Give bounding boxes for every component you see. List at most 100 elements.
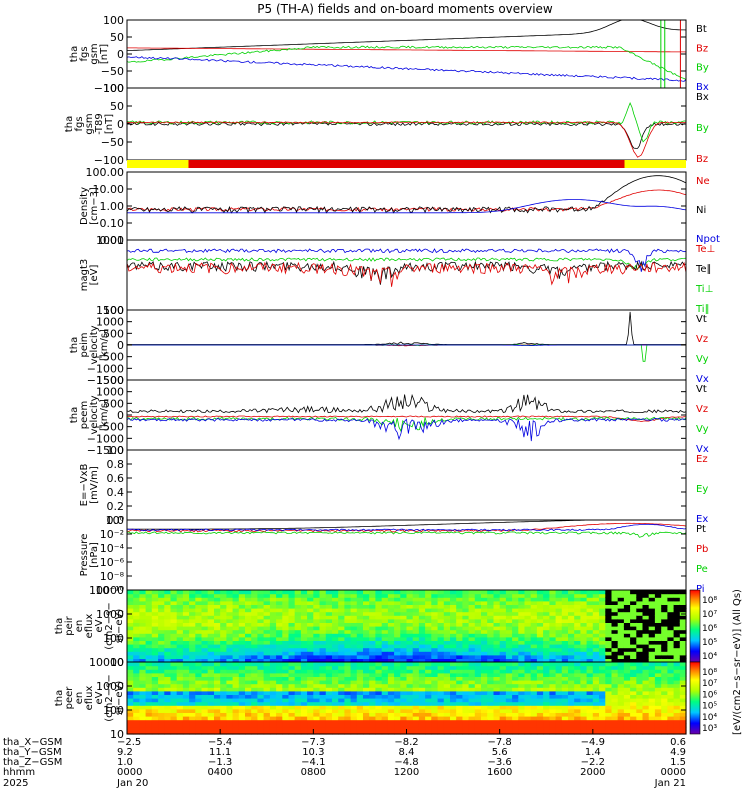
heatmap-cell bbox=[300, 662, 308, 667]
heatmap-cell bbox=[536, 644, 544, 649]
heatmap-cell bbox=[325, 712, 333, 717]
heatmap-cell bbox=[536, 708, 544, 713]
heatmap-cell bbox=[220, 672, 227, 677]
heatmap-cell bbox=[189, 618, 196, 623]
heatmap-cell bbox=[617, 608, 625, 613]
heatmap-cell bbox=[145, 636, 153, 641]
heatmap-cell bbox=[182, 644, 190, 649]
heatmap-cell bbox=[282, 644, 290, 649]
heatmap-cell bbox=[505, 708, 513, 713]
heatmap-cell bbox=[288, 633, 296, 638]
heatmap-cell bbox=[499, 669, 507, 674]
heatmap-cell bbox=[238, 604, 246, 609]
heatmap-cell bbox=[605, 726, 613, 731]
heatmap-cell bbox=[356, 680, 364, 685]
heatmap-cell bbox=[536, 698, 544, 703]
heatmap-cell bbox=[437, 698, 445, 703]
heatmap-cell bbox=[481, 636, 488, 641]
heatmap-cell bbox=[151, 597, 159, 602]
heatmap-cell bbox=[319, 590, 327, 595]
heatmap-cell bbox=[251, 654, 258, 659]
heatmap-cell bbox=[580, 698, 588, 703]
heatmap-cell bbox=[673, 680, 681, 685]
heatmap-cell bbox=[673, 701, 681, 706]
heatmap-cell bbox=[294, 658, 302, 663]
heatmap-cell bbox=[623, 647, 631, 652]
heatmap-cell bbox=[369, 590, 376, 595]
heatmap-cell bbox=[599, 644, 606, 649]
heatmap-cell bbox=[294, 644, 302, 649]
heatmap-cell bbox=[394, 622, 401, 627]
x-tick-label: 1200 bbox=[394, 767, 419, 778]
x-tick-label: −7.3 bbox=[301, 737, 325, 748]
heatmap-cell bbox=[139, 654, 147, 659]
heatmap-cell bbox=[499, 618, 507, 623]
heatmap-cell bbox=[313, 676, 321, 681]
heatmap-cell bbox=[238, 698, 246, 703]
heatmap-cell bbox=[226, 640, 234, 645]
heatmap-cell bbox=[220, 716, 227, 721]
heatmap-cell bbox=[294, 701, 302, 706]
heatmap-cell bbox=[661, 600, 668, 605]
heatmap-cell bbox=[344, 701, 352, 706]
heatmap-cell bbox=[499, 694, 507, 699]
heatmap-cell bbox=[276, 604, 283, 609]
heatmap-cell bbox=[667, 687, 675, 692]
heatmap-cell bbox=[338, 690, 345, 695]
heatmap-cell bbox=[387, 672, 395, 677]
y-axis-label-line: [km/s] bbox=[99, 329, 110, 361]
heatmap-cell bbox=[412, 629, 420, 634]
heatmap-cell bbox=[387, 726, 395, 731]
heatmap-cell bbox=[599, 719, 606, 724]
heatmap-cell bbox=[294, 665, 302, 670]
heatmap-cell bbox=[667, 604, 675, 609]
heatmap-cell bbox=[661, 644, 668, 649]
heatmap-cell bbox=[555, 611, 563, 616]
heatmap-cell bbox=[568, 690, 575, 695]
heatmap-cell bbox=[313, 694, 321, 699]
heatmap-cell bbox=[654, 683, 662, 688]
heatmap-cell bbox=[387, 604, 395, 609]
heatmap-cell bbox=[214, 615, 221, 620]
heatmap-cell bbox=[245, 705, 252, 710]
heatmap-cell bbox=[170, 597, 178, 602]
heatmap-cell bbox=[456, 708, 463, 713]
heatmap-cell bbox=[679, 618, 687, 623]
heatmap-cell bbox=[437, 723, 445, 728]
heatmap-cell bbox=[158, 644, 165, 649]
heatmap-cell bbox=[245, 662, 252, 667]
heatmap-cell bbox=[661, 604, 668, 609]
heatmap-cell bbox=[400, 676, 408, 681]
heatmap-cell bbox=[679, 701, 687, 706]
heatmap-cell bbox=[344, 683, 352, 688]
heatmap-cell bbox=[288, 687, 296, 692]
heatmap-cell bbox=[487, 600, 494, 605]
heatmap-cell bbox=[661, 716, 668, 721]
heatmap-cell bbox=[561, 611, 569, 616]
heatmap-cell bbox=[214, 636, 221, 641]
heatmap-cell bbox=[288, 651, 296, 656]
heatmap-cell bbox=[257, 590, 265, 595]
heatmap-cell bbox=[300, 672, 308, 677]
heatmap-cell bbox=[363, 719, 370, 724]
heatmap-cell bbox=[605, 626, 613, 631]
heatmap-cell bbox=[654, 698, 662, 703]
heatmap-cell bbox=[555, 622, 563, 627]
heatmap-cell bbox=[555, 647, 563, 652]
heatmap-cell bbox=[207, 687, 215, 692]
heatmap-cell bbox=[238, 608, 246, 613]
heatmap-cell bbox=[363, 716, 370, 721]
heatmap-cell bbox=[456, 600, 463, 605]
heatmap-cell bbox=[325, 651, 333, 656]
heatmap-cell bbox=[673, 712, 681, 717]
heatmap-cell bbox=[568, 708, 575, 713]
heatmap-cell bbox=[294, 705, 302, 710]
heatmap-cell bbox=[257, 604, 265, 609]
heatmap-cell bbox=[456, 636, 463, 641]
heatmap-cell bbox=[499, 687, 507, 692]
heatmap-cell bbox=[356, 719, 364, 724]
heatmap-cell bbox=[586, 694, 594, 699]
heatmap-cell bbox=[431, 658, 439, 663]
heatmap-cell bbox=[636, 604, 644, 609]
heatmap-cell bbox=[536, 669, 544, 674]
